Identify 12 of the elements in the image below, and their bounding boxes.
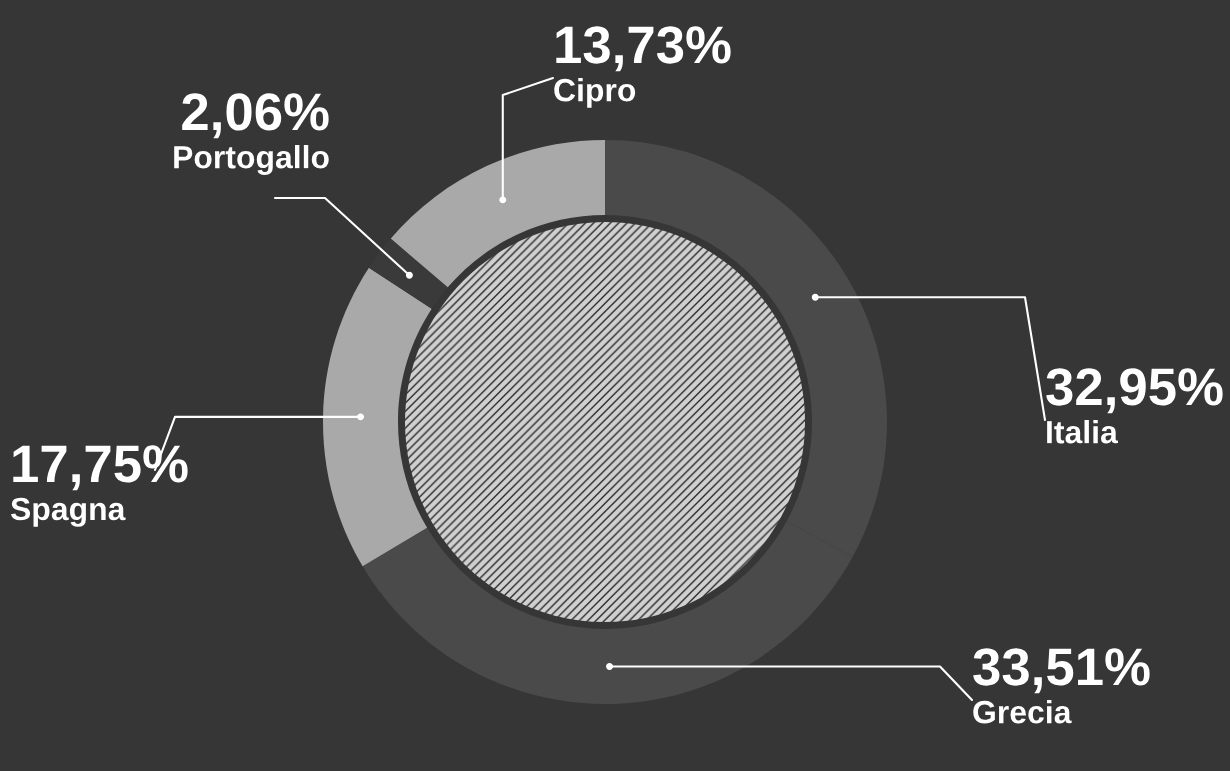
data-label: 33,51% xyxy=(973,648,1150,694)
slice-label: Grecia xyxy=(973,700,1072,724)
slice-label: Portogallo xyxy=(174,145,329,175)
data-label: 32,95% xyxy=(1046,368,1223,414)
data-label: 17,75% xyxy=(13,445,188,491)
donut-slice xyxy=(323,267,432,567)
slice-label: Cipro xyxy=(554,78,636,108)
data-label: 13,73% xyxy=(556,26,731,72)
donut-slice xyxy=(390,140,605,288)
data-label: 2,06% xyxy=(182,93,329,139)
slice-label: Italia xyxy=(1047,420,1118,444)
slice-label: Spagna xyxy=(10,497,126,527)
